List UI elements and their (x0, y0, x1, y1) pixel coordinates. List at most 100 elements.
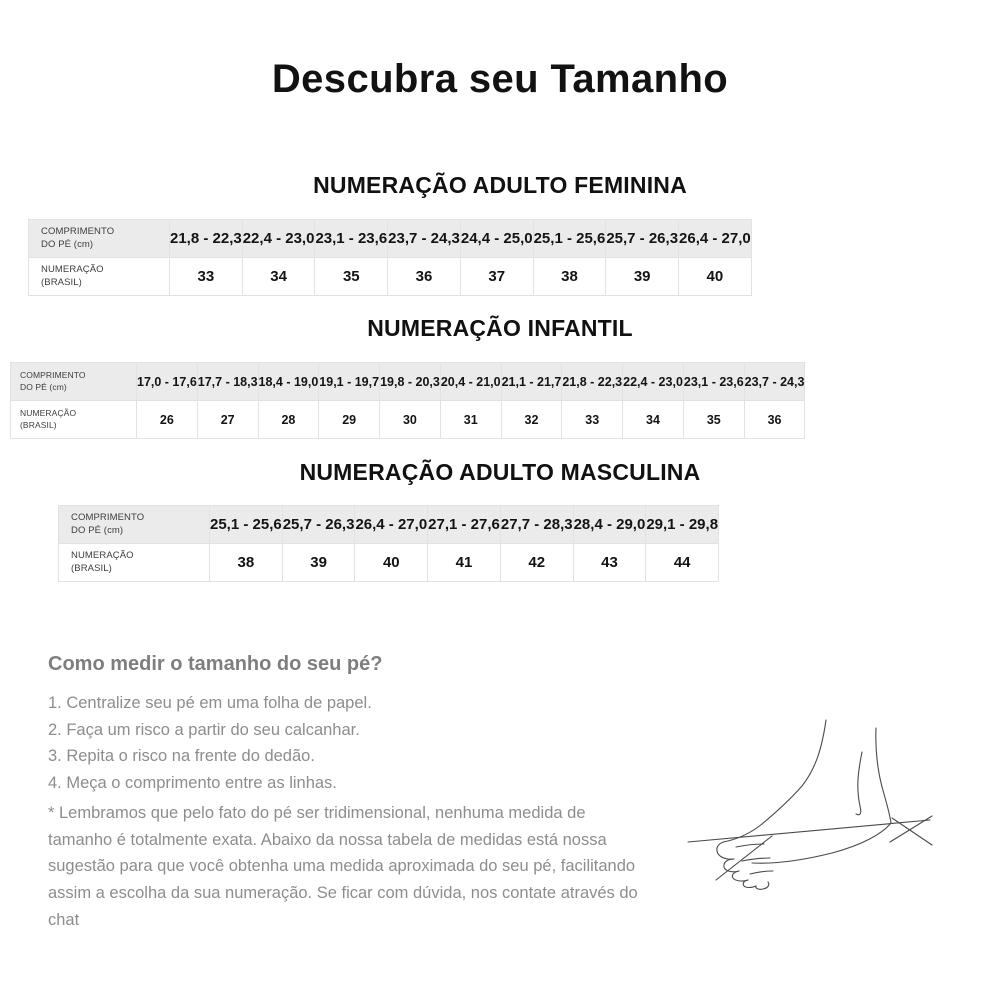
foot-outline-sole (751, 822, 892, 864)
foot-outline-toe-5 (755, 881, 770, 890)
row-label-line2: DO PÉ (cm) (41, 238, 94, 250)
row-label-length-feminina: COMPRIMENTO DO PÉ (cm) (28, 219, 170, 258)
row-label-line2: DO PÉ (cm) (71, 524, 124, 536)
size-cell: 42 (499, 543, 574, 582)
list-item: 1. Centralize seu pé em uma folha de pap… (48, 694, 372, 712)
size-table-infantil: COMPRIMENTO DO PÉ (cm) 17,0 - 17,6 17,7 … (10, 362, 806, 439)
size-cell: 39 (605, 257, 680, 296)
size-cell: 27 (196, 400, 259, 439)
table-row-length-masculina: COMPRIMENTO DO PÉ (cm) 25,1 - 25,6 25,7 … (58, 505, 720, 544)
size-cell: 26 (136, 400, 198, 439)
length-cell: 19,1 - 19,7 (318, 362, 381, 401)
row-label-line1: NUMERAÇÃO (20, 408, 77, 419)
measure-line-heel-a (891, 817, 933, 846)
table-row-size-infantil: NUMERAÇÃO (BRASIL) 26 27 28 29 30 31 32 … (10, 400, 806, 439)
foot-outline-toe-2 (723, 858, 740, 873)
list-item: 4. Meça o comprimento entre as linhas. (48, 774, 337, 793)
list-item: 3. Repita o risco na frente do dedão. (48, 747, 315, 766)
length-cell: 21,8 - 22,3 (169, 219, 243, 258)
length-cell: 21,8 - 22,3 (561, 362, 624, 401)
how-to-measure-steps: 1. Centralize seu pé em uma folha de pap… (48, 690, 668, 797)
size-cell: 43 (572, 543, 647, 582)
length-cell: 23,7 - 24,3 (387, 219, 461, 258)
size-cell: 40 (354, 543, 429, 582)
row-label-line2: DO PÉ (cm) (20, 381, 67, 392)
length-cell: 22,4 - 23,0 (241, 219, 316, 258)
size-table-feminina-wrapper: COMPRIMENTO DO PÉ (cm) 21,8 - 22,3 22,4 … (28, 219, 972, 296)
length-cell: 25,1 - 25,6 (209, 505, 283, 544)
length-cell: 24,4 - 25,0 (459, 219, 534, 258)
size-table-infantil-wrapper: COMPRIMENTO DO PÉ (cm) 17,0 - 17,6 17,7 … (10, 362, 990, 439)
foot-outline-shin-front (761, 719, 827, 825)
table-row-size-feminina: NUMERAÇÃO (BRASIL) 33 34 35 36 37 38 39 … (28, 257, 752, 296)
size-cell: 44 (645, 543, 720, 582)
size-cell: 36 (743, 400, 806, 439)
size-cell: 35 (314, 257, 389, 296)
size-table-feminina: COMPRIMENTO DO PÉ (cm) 21,8 - 22,3 22,4 … (28, 219, 752, 296)
length-cell: 21,1 - 21,7 (500, 362, 563, 401)
section-heading-masculina: NUMERAÇÃO ADULTO MASCULINA (299, 459, 701, 485)
size-cell: 36 (387, 257, 461, 296)
foot-outline-instep (727, 823, 763, 842)
size-cell: 34 (622, 400, 684, 439)
length-cell: 28,4 - 29,0 (572, 505, 647, 544)
how-to-measure-block: Como medir o tamanho do seu pé? 1. Centr… (48, 652, 668, 797)
foot-detail-toe-line-1 (735, 843, 765, 848)
size-cell: 33 (561, 400, 624, 439)
row-label-line1: COMPRIMENTO (71, 511, 145, 523)
length-cell: 22,4 - 23,0 (622, 362, 684, 401)
table-row-size-masculina: NUMERAÇÃO (BRASIL) 38 39 40 41 42 43 44 (58, 543, 720, 582)
row-label-line1: COMPRIMENTO (20, 370, 86, 381)
size-table-masculina: COMPRIMENTO DO PÉ (cm) 25,1 - 25,6 25,7 … (58, 505, 720, 582)
length-cell: 25,1 - 25,6 (532, 219, 607, 258)
length-cell: 25,7 - 26,3 (281, 505, 356, 544)
row-label-line2: (BRASIL) (20, 419, 57, 430)
foot-outline-big-toe (716, 840, 735, 860)
row-label-size-masculina: NUMERAÇÃO (BRASIL) (58, 543, 210, 582)
length-cell: 29,1 - 29,8 (645, 505, 720, 544)
size-cell: 33 (169, 257, 243, 296)
length-cell: 23,1 - 23,6 (682, 362, 745, 401)
list-item: 2. Faça um risco a partir do seu calcanh… (48, 720, 360, 739)
size-cell: 34 (241, 257, 316, 296)
measure-line-toe (715, 835, 773, 881)
row-label-length-infantil: COMPRIMENTO DO PÉ (cm) (10, 362, 137, 401)
length-cell: 27,1 - 27,6 (427, 505, 501, 544)
length-cell: 19,8 - 20,3 (379, 362, 441, 401)
foot-outline-toe-3 (731, 870, 749, 882)
length-cell: 18,4 - 19,0 (257, 362, 320, 401)
footnote-text: * Lembramos que pelo fato do pé ser trid… (48, 804, 638, 929)
measure-line-heel-b (889, 815, 933, 843)
row-label-line2: (BRASIL) (41, 276, 82, 288)
size-cell: 30 (379, 400, 441, 439)
length-cell: 26,4 - 27,0 (678, 219, 752, 258)
row-label-line1: NUMERAÇÃO (41, 263, 104, 275)
size-cell: 32 (500, 400, 563, 439)
length-cell: 26,4 - 27,0 (354, 505, 429, 544)
size-cell: 37 (459, 257, 534, 296)
foot-outline-ankle-crease (855, 751, 863, 816)
size-cell: 31 (439, 400, 502, 439)
table-row-length-feminina: COMPRIMENTO DO PÉ (cm) 21,8 - 22,3 22,4 … (28, 219, 752, 258)
measure-line-ground (687, 819, 931, 843)
size-cell: 40 (678, 257, 752, 296)
row-label-line2: (BRASIL) (71, 562, 112, 574)
size-cell: 35 (682, 400, 745, 439)
how-to-measure-title: Como medir o tamanho do seu pé? (48, 653, 383, 675)
size-cell: 38 (209, 543, 283, 582)
length-cell: 27,7 - 28,3 (499, 505, 574, 544)
page-title: Descubra seu Tamanho (271, 57, 729, 101)
section-heading-feminina: NUMERAÇÃO ADULTO FEMININA (313, 172, 687, 198)
size-cell: 39 (281, 543, 356, 582)
size-cell: 41 (427, 543, 501, 582)
length-cell: 23,1 - 23,6 (314, 219, 389, 258)
row-label-line1: COMPRIMENTO (41, 225, 115, 237)
length-cell: 25,7 - 26,3 (605, 219, 680, 258)
foot-detail-toe-line-3 (749, 870, 774, 875)
size-table-masculina-wrapper: COMPRIMENTO DO PÉ (cm) 25,1 - 25,6 25,7 … (58, 505, 943, 582)
length-cell: 20,4 - 21,0 (439, 362, 502, 401)
row-label-size-feminina: NUMERAÇÃO (BRASIL) (28, 257, 170, 296)
foot-outline-shin-back (875, 727, 892, 824)
row-label-length-masculina: COMPRIMENTO DO PÉ (cm) (58, 505, 210, 544)
section-heading-infantil: NUMERAÇÃO INFANTIL (367, 315, 633, 341)
